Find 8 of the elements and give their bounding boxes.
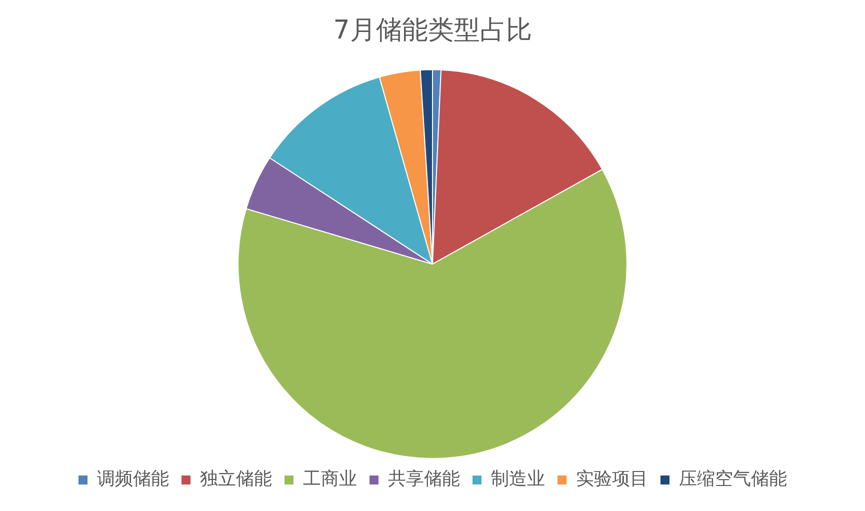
legend-label: 调频储能: [97, 468, 169, 490]
legend-label: 实验项目: [576, 468, 648, 490]
legend-label: 压缩空气储能: [679, 468, 787, 490]
legend-label: 共享储能: [388, 468, 460, 490]
legend-label: 制造业: [491, 468, 545, 490]
legend-label: 独立储能: [200, 468, 272, 490]
chart-title: 7月储能类型占比: [333, 15, 532, 46]
legend-label: 工商业: [303, 468, 357, 490]
